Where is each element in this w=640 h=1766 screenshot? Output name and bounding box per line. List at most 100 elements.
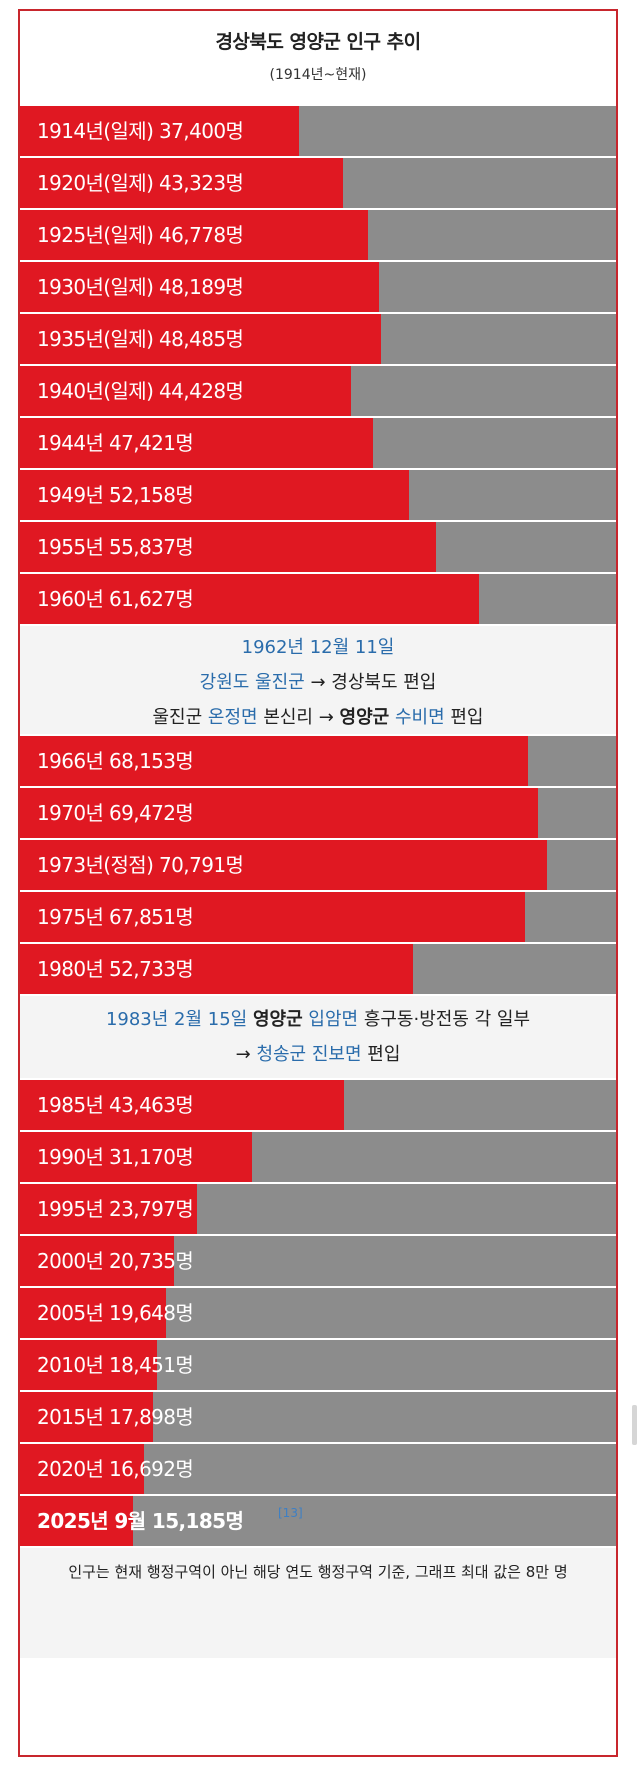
chart-footnote: 인구는 현재 행정구역이 아닌 해당 연도 행정구역 기준, 그래프 최대 값은…	[20, 1546, 616, 1658]
bar-group-1914-1960: 1914년(일제) 37,400명 1920년(일제) 43,323명 1925년(…	[20, 104, 616, 624]
bar-fill	[20, 418, 373, 468]
bar-fill	[20, 262, 379, 312]
bar-row: 1973년(정점) 70,791명	[20, 838, 616, 890]
note-1962-date: 1962년 12월 11일	[241, 637, 395, 658]
bar-label: 1995년 23,797명	[37, 1197, 194, 1221]
bar-row: 1944년 47,421명	[20, 416, 616, 468]
note-1983-cheongsong-link[interactable]: 청송군 진보면	[256, 1044, 362, 1065]
bar-row: 1960년 61,627명	[20, 572, 616, 624]
bar-fill	[20, 158, 343, 208]
bar-row: 1940년(일제) 44,428명	[20, 364, 616, 416]
note-1962-subi-link[interactable]: 수비면	[394, 707, 445, 728]
bar-label: 1990년 31,170명	[37, 1145, 194, 1169]
bar-fill	[20, 1392, 153, 1442]
bar-fill	[20, 1236, 174, 1286]
bar-label: 1966년 68,153명	[37, 749, 194, 773]
bar-label: 2015년 17,898명	[37, 1405, 194, 1429]
bar-label: 1985년 43,463명	[37, 1093, 194, 1117]
bar-label: 1955년 55,837명	[37, 535, 194, 559]
bar-row: 1975년 67,851명	[20, 890, 616, 942]
scrollbar-thumb[interactable]	[632, 1405, 637, 1445]
bar-row: 2015년 17,898명	[20, 1390, 616, 1442]
bar-label: 2025년 9월 15,185명	[37, 1509, 244, 1533]
bar-row: 2025년 9월 15,185명 [13]	[20, 1494, 616, 1546]
bar-fill	[20, 470, 409, 520]
bar-row: 1970년 69,472명	[20, 786, 616, 838]
bar-label: 1944년 47,421명	[37, 431, 194, 455]
bar-label: 1949년 52,158명	[37, 483, 194, 507]
bar-row: 1920년(일제) 43,323명	[20, 156, 616, 208]
bar-fill	[20, 1340, 157, 1390]
bar-label: 1914년(일제) 37,400명	[37, 119, 244, 143]
note-1962-transfer: 1962년 12월 11일 강원도 울진군 → 경상북도 편입 울진군 온정면 …	[20, 624, 616, 734]
note-1983-arrow: →	[235, 1044, 257, 1065]
bar-fill	[20, 840, 547, 890]
bar-row: 1914년(일제) 37,400명	[20, 104, 616, 156]
bar-fill	[20, 1496, 133, 1546]
bar-fill	[20, 366, 351, 416]
population-chart-frame: 경상북도 영양군 인구 추이 (1914년~현재) 1914년(일제) 37,4…	[18, 9, 618, 1757]
bar-label: 1960년 61,627명	[37, 587, 194, 611]
bar-fill	[20, 1444, 144, 1494]
note-1962-line2-text: → 경상북도 편입	[304, 672, 437, 693]
bar-row: 2010년 18,451명	[20, 1338, 616, 1390]
bar-label: 1970년 69,472명	[37, 801, 194, 825]
bar-row: 1966년 68,153명	[20, 734, 616, 786]
bar-label: 2000년 20,735명	[37, 1249, 194, 1273]
bar-row: 1949년 52,158명	[20, 468, 616, 520]
bar-fill	[20, 210, 368, 260]
note-1962-line3: 울진군 온정면 본신리 → 영양군 수비면 편입	[20, 700, 616, 735]
bar-fill	[20, 314, 381, 364]
bar-group-1966-1980: 1966년 68,153명 1970년 69,472명 1973년(정점) 70,7…	[20, 734, 616, 994]
bar-fill	[20, 892, 525, 942]
note-1962-line2: 강원도 울진군 → 경상북도 편입	[20, 665, 616, 700]
bar-row: 1980년 52,733명	[20, 942, 616, 994]
note-1983-line2-rest: 편입	[361, 1044, 401, 1065]
bar-label: 2005년 19,648명	[37, 1301, 194, 1325]
bar-row: 1985년 43,463명	[20, 1078, 616, 1130]
bar-row: 1925년(일제) 46,778명	[20, 208, 616, 260]
bar-label: 2020년 16,692명	[37, 1457, 194, 1481]
bar-fill	[20, 106, 299, 156]
bar-label: 1940년(일제) 44,428명	[37, 379, 244, 403]
bar-row: 1990년 31,170명	[20, 1130, 616, 1182]
bar-row: 2005년 19,648명	[20, 1286, 616, 1338]
bar-label: 1973년(정점) 70,791명	[37, 853, 244, 877]
bar-fill	[20, 522, 436, 572]
note-1962-source-link[interactable]: 강원도 울진군	[199, 672, 305, 693]
note-1983-yeongyang: 영양군	[252, 1009, 303, 1030]
chart-header: 경상북도 영양군 인구 추이 (1914년~현재)	[20, 11, 616, 104]
note-1983-date: 1983년 2월 15일	[105, 1009, 248, 1030]
chart-title: 경상북도 영양군 인구 추이	[215, 31, 421, 53]
note-1983-ipam-link[interactable]: 입암면	[308, 1009, 359, 1030]
note-1983-line2: → 청송군 진보면 편입	[20, 1037, 616, 1072]
note-1962-yeongyang: 영양군	[339, 707, 390, 728]
note-1983-line1-rest: 흥구동·방전동 각 일부	[358, 1009, 531, 1030]
note-1962-line3-c: 본신리 →	[257, 707, 340, 728]
bar-row: 2000년 20,735명	[20, 1234, 616, 1286]
note-1962-line3-a: 울진군	[152, 707, 208, 728]
bar-row: 1930년(일제) 48,189명	[20, 260, 616, 312]
note-1983-transfer: 1983년 2월 15일 영양군 입암면 흥구동·방전동 각 일부 → 청송군 …	[20, 994, 616, 1078]
bar-fill	[20, 788, 538, 838]
bar-row: 2020년 16,692명	[20, 1442, 616, 1494]
bar-row: 1955년 55,837명	[20, 520, 616, 572]
bar-fill	[20, 944, 413, 994]
bar-fill	[20, 1288, 166, 1338]
bar-row: 1935년(일제) 48,485명	[20, 312, 616, 364]
bar-label: 1980년 52,733명	[37, 957, 194, 981]
bar-label: 2010년 18,451명	[37, 1353, 194, 1377]
note-1962-onjeong-link[interactable]: 온정면	[207, 707, 258, 728]
bar-label: 1935년(일제) 48,485명	[37, 327, 244, 351]
note-1962-line3-g: 편입	[444, 707, 484, 728]
bar-group-1985-2025: 1985년 43,463명 1990년 31,170명 1995년 23,797명 2…	[20, 1078, 616, 1546]
bar-fill	[20, 736, 528, 786]
bar-fill	[20, 1132, 252, 1182]
bar-row: 1995년 23,797명	[20, 1182, 616, 1234]
footnote-ref-link[interactable]: [13]	[278, 1506, 303, 1520]
bar-label: 1920년(일제) 43,323명	[37, 171, 244, 195]
bar-fill	[20, 1080, 344, 1130]
bar-label: 1930년(일제) 48,189명	[37, 275, 244, 299]
bar-label: 1925년(일제) 46,778명	[37, 223, 244, 247]
chart-subtitle: (1914년~현재)	[269, 67, 367, 83]
